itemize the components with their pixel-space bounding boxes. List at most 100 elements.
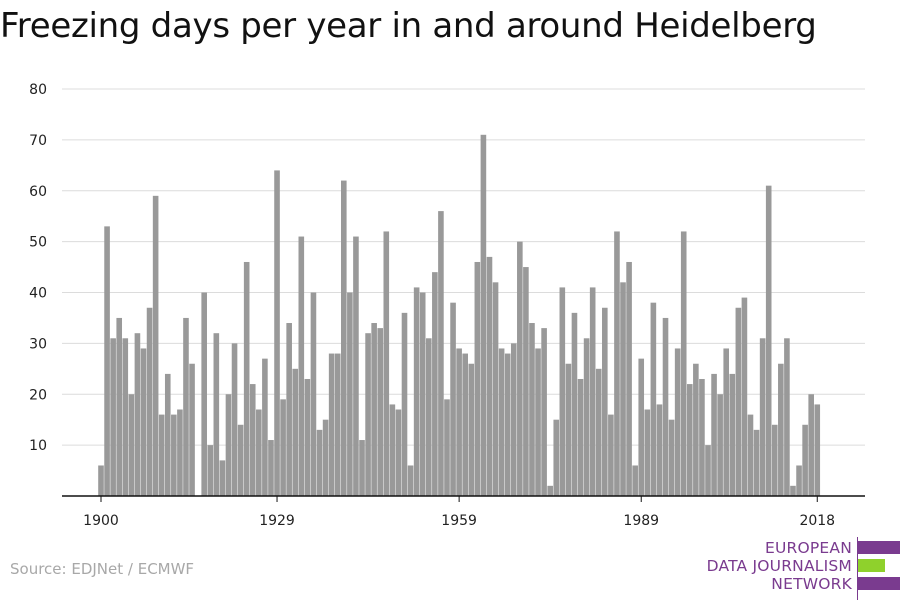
bar-1984 [608,414,614,496]
bar-1986 [620,282,626,496]
bar-1947 [383,231,390,496]
bar-1964 [486,256,493,496]
bar-2003 [723,348,730,496]
bar-1967 [504,353,511,496]
bar-1944 [365,333,371,496]
bar-1927 [262,358,268,496]
bar-1953 [419,292,426,496]
bar-2011 [771,424,778,496]
bar-1975 [553,419,560,496]
bar-1959 [456,348,462,496]
bar-1961 [468,363,475,496]
bar-1932 [292,368,299,496]
bar-1976 [559,287,566,496]
bar-1906 [134,333,141,496]
bar-1954 [425,338,432,496]
bar-1994 [668,419,675,496]
bar-2005 [735,307,742,496]
bar-1978 [571,312,578,496]
bar-1903 [116,317,123,496]
bar-2015 [796,465,802,496]
x-axis: 1900 1929 1959 1989 2018 [62,495,865,529]
bar-1914 [183,317,189,496]
chart-title: Freezing days per year in and around Hei… [0,6,817,46]
bar-1902 [110,338,116,496]
bar-2008 [753,429,760,496]
bar-2010 [765,185,772,496]
bar-1948 [389,404,396,496]
bar-1980 [583,338,590,496]
bar-1970 [523,267,529,496]
bar-1928 [268,440,274,496]
bar-1956 [438,211,444,496]
bar-1992 [656,404,663,496]
bar-1969 [517,241,523,496]
bar-2000 [705,445,711,497]
bar-1985 [614,231,620,496]
bar-1963 [480,134,487,497]
edjnet-logo[interactable]: EUROPEAN DATA JOURNALISM NETWORK [700,537,900,600]
logo-bar-top [858,541,900,554]
x-tick-label: 1900 [83,513,119,529]
bar-1918 [207,445,214,497]
bar-2012 [778,363,784,496]
bar-1934 [304,378,311,496]
bar-1912 [171,414,177,496]
bar-2018 [814,404,821,496]
bar-2009 [759,338,766,496]
bar-2016 [802,424,808,496]
bar-1942 [353,236,359,497]
bar-1951 [407,465,414,496]
bar-1957 [444,399,450,496]
bar-1974 [547,485,553,496]
y-tick-label: 80 [29,82,47,98]
bar-1981 [589,287,596,496]
bar-1907 [140,348,147,496]
x-tick-label: 1959 [441,513,477,529]
bar-1995 [674,348,681,496]
bar-2007 [747,414,754,496]
bar-1915 [189,363,195,496]
bar-2001 [711,373,717,496]
bar-1937 [322,419,329,496]
bar-1949 [395,409,402,496]
bar-1999 [699,378,705,496]
logo-text-line2: DATA JOURNALISM [706,557,852,575]
bar-1952 [413,287,420,496]
bar-1931 [286,323,292,496]
bar-1900 [98,465,104,496]
bar-1987 [626,261,632,496]
bar-1945 [371,323,377,496]
bar-1925 [249,384,256,496]
bars [98,134,821,497]
x-tick-label: 2018 [799,513,835,529]
bar-1997 [686,384,693,496]
bar-1909 [152,195,159,496]
bar-1958 [450,302,456,496]
source-note: Source: EDJNet / ECMWF [10,560,195,578]
bar-1910 [158,414,165,496]
bar-1965 [492,282,499,496]
bar-1933 [298,236,305,497]
bar-1924 [243,261,250,496]
bar-1930 [280,399,286,496]
bar-1940 [341,180,347,496]
bar-1917 [201,292,207,496]
bar-2006 [741,297,748,496]
bar-1913 [177,409,183,496]
bar-1921 [225,394,232,496]
bar-1979 [577,378,584,496]
bar-2017 [808,394,814,496]
logo-divider [857,537,858,600]
bar-1922 [231,343,238,497]
bar-1904 [122,338,129,496]
bar-1911 [164,373,171,496]
bar-1962 [474,261,481,496]
y-tick-label: 60 [29,184,47,200]
bar-1960 [462,353,468,496]
y-tick-label: 10 [29,438,47,454]
bar-1968 [510,343,517,497]
bar-1905 [128,394,135,496]
bar-1955 [432,272,438,496]
bar-1990 [644,409,651,496]
